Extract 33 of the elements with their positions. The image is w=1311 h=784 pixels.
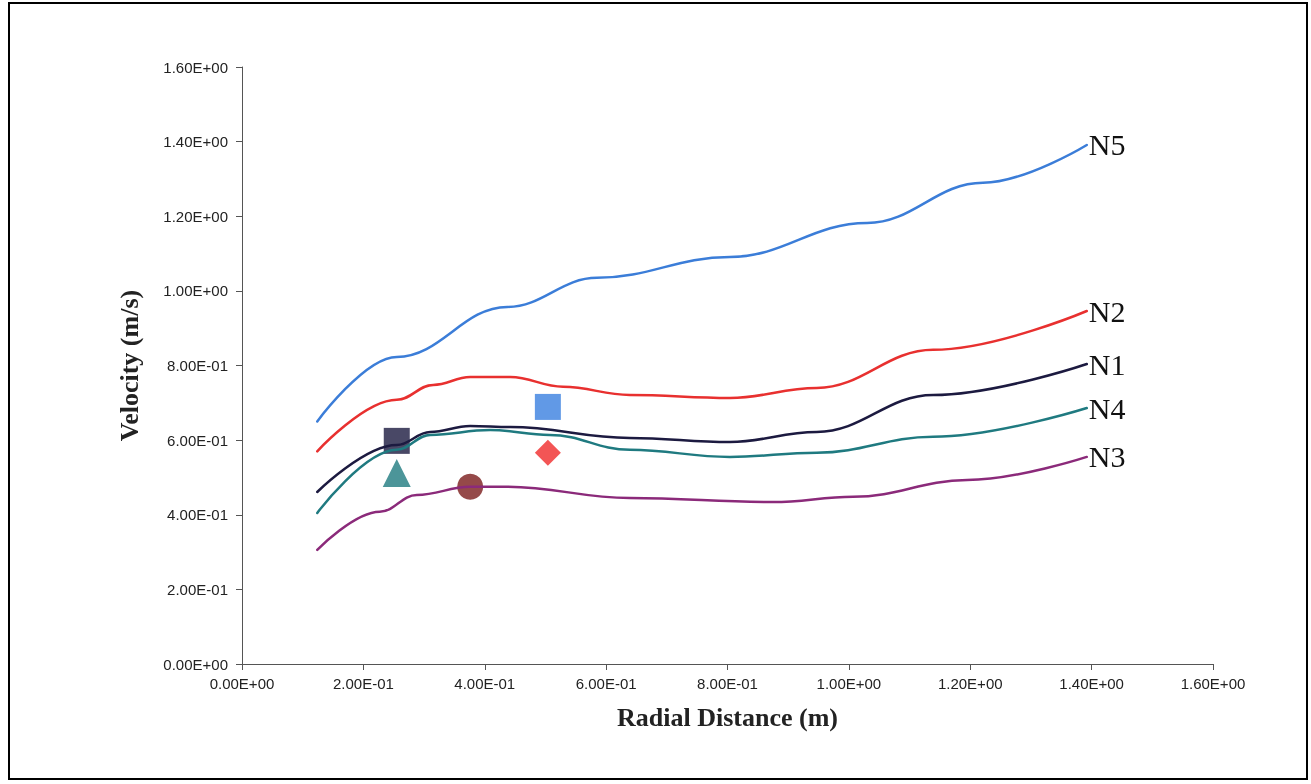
y-tick-label: 8.00E-01 xyxy=(167,357,228,374)
line-series xyxy=(316,362,1089,494)
x-tick-label: 2.00E-01 xyxy=(332,675,394,692)
x-tick-label: 8.00E-01 xyxy=(697,675,758,692)
point xyxy=(534,393,561,420)
series-label: N5 xyxy=(1088,128,1126,162)
x-tick-label: 1.00E+00 xyxy=(816,675,882,692)
y-tick-label: 1.20E+00 xyxy=(163,207,228,225)
x-tick-label: 1.60E+00 xyxy=(1180,675,1246,692)
y-tick-label: 1.00E+00 xyxy=(163,282,228,300)
series-label: N4 xyxy=(1088,391,1126,425)
x-tick-label: 4.00E-01 xyxy=(454,675,516,692)
x-tick-label: 1.20E+00 xyxy=(937,675,1003,692)
y-tick-label: 1.40E+00 xyxy=(163,133,228,151)
y-tick-label: 0.00E+00 xyxy=(163,655,228,673)
line-series xyxy=(316,309,1089,453)
y-axis-title: Velocity (m/s) xyxy=(114,289,144,442)
y-tick-label: 2.00E-01 xyxy=(167,580,228,598)
series-label: N1 xyxy=(1088,347,1126,381)
y-tick-label: 1.60E+00 xyxy=(163,58,228,76)
series-label: N2 xyxy=(1088,294,1126,328)
point xyxy=(534,439,561,466)
series-label: N3 xyxy=(1088,440,1126,474)
point xyxy=(382,458,411,487)
y-tick-label: 4.00E-01 xyxy=(167,506,228,524)
x-tick-label: 0.00E+00 xyxy=(209,675,275,692)
line-series xyxy=(316,455,1089,552)
x-axis-title: Radial Distance (m) xyxy=(617,702,838,732)
line-series xyxy=(316,143,1089,423)
x-tick-label: 1.40E+00 xyxy=(1059,675,1124,692)
line-series xyxy=(316,406,1089,515)
x-tick-label: 6.00E-01 xyxy=(575,675,637,692)
y-tick-label: 6.00E-01 xyxy=(167,431,228,449)
